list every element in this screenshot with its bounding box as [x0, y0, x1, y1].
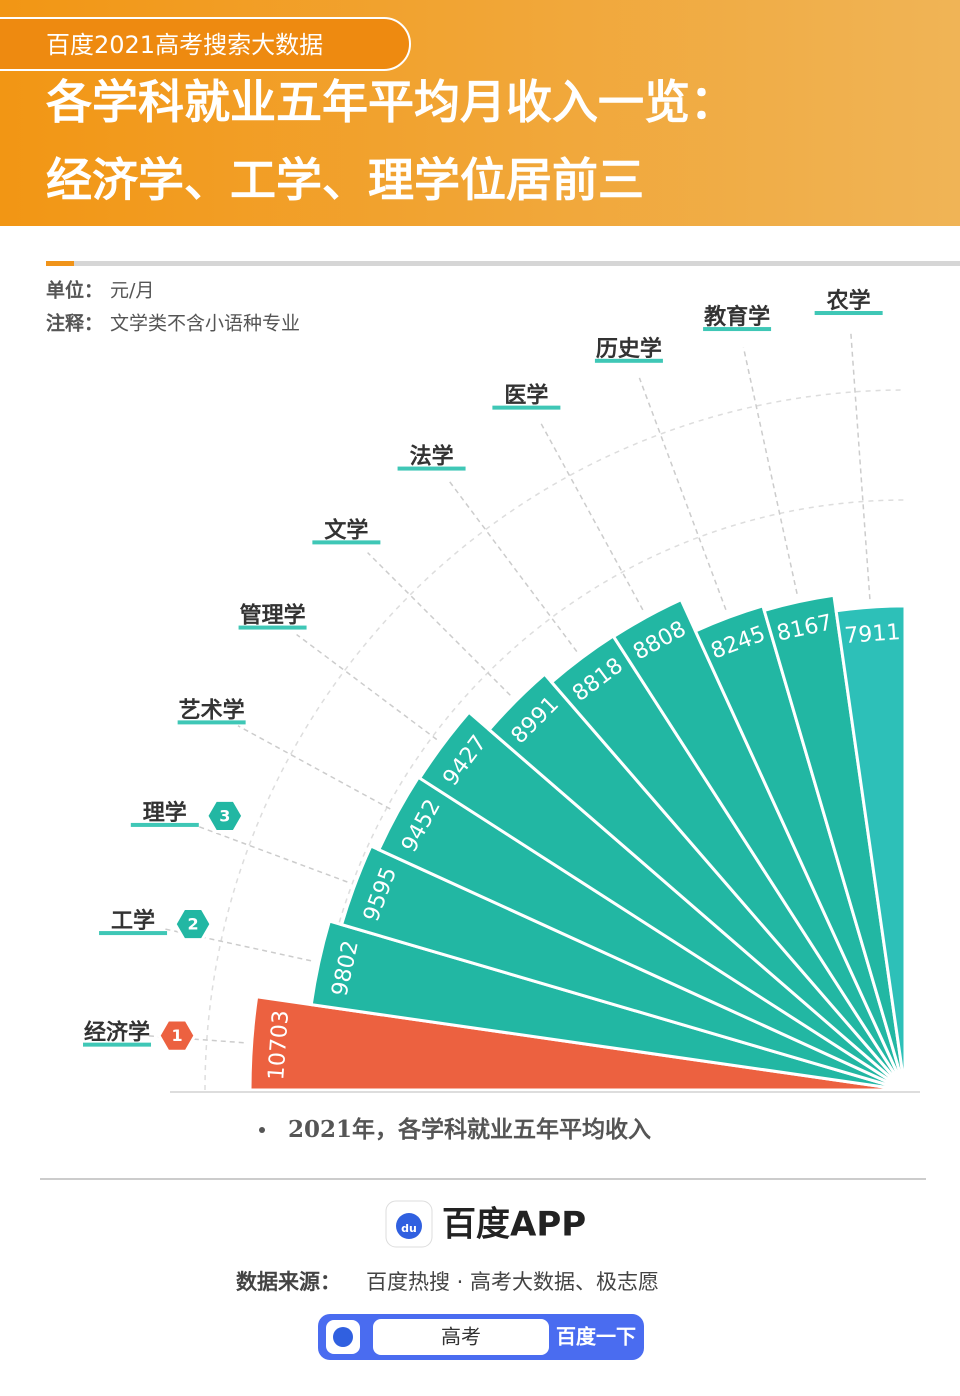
leader-line	[638, 377, 727, 611]
unit-label: 单位：	[46, 279, 103, 302]
search-query[interactable]: 高考	[441, 1325, 481, 1349]
category-label: 理学	[143, 800, 187, 826]
rank-number: 1	[171, 1026, 182, 1045]
search-input[interactable]	[373, 1319, 549, 1355]
label-underline	[814, 311, 883, 316]
category-label: 医学	[504, 383, 548, 409]
category-label: 法学	[410, 444, 454, 470]
label-underline	[238, 625, 307, 630]
legend-text: 2021年，各学科就业五年平均收入	[288, 1116, 651, 1143]
label-underline	[703, 327, 772, 332]
label-underline	[130, 822, 199, 827]
brand: 百度APP	[442, 1205, 586, 1245]
leader-line	[742, 347, 798, 594]
rank-number: 3	[219, 806, 230, 825]
wedge	[834, 604, 907, 1091]
category-label: 农学	[826, 288, 871, 314]
category-label: 经济学	[84, 1020, 150, 1046]
header-title: 各学科就业五年平均月收入一览：	[46, 75, 736, 129]
tag-pill	[0, 17, 411, 71]
label-underline	[99, 931, 168, 936]
legend-bullet	[259, 1127, 265, 1133]
leader-line	[540, 422, 644, 611]
logo-text: du	[401, 1222, 417, 1235]
label-underline	[177, 720, 246, 725]
leader-line	[448, 481, 578, 653]
guide-arc	[204, 389, 906, 1091]
value-label: 7911	[844, 620, 902, 649]
label-underline	[492, 405, 561, 410]
wedge	[417, 710, 906, 1092]
category-label: 管理学	[240, 603, 306, 629]
wedge	[487, 672, 907, 1092]
wedge	[693, 604, 907, 1091]
header-tag: 百度2021高考搜索大数据	[46, 31, 323, 59]
leader-line	[146, 1035, 244, 1044]
rank-badge	[157, 1018, 197, 1053]
label-underline	[83, 1042, 152, 1047]
leader-line	[237, 725, 391, 810]
leader-line	[367, 552, 511, 696]
divider	[46, 261, 960, 266]
rank-number: 2	[187, 915, 198, 934]
category-label: 教育学	[704, 304, 770, 330]
wedge	[376, 775, 906, 1092]
source-label: 数据来源：	[236, 1270, 341, 1294]
wedge	[611, 597, 907, 1091]
rank-badge	[205, 798, 245, 834]
leader-line	[192, 823, 348, 883]
divider-accent	[46, 261, 74, 266]
leader-line	[296, 633, 438, 741]
logo-paw	[396, 1213, 422, 1239]
category-label: 工学	[111, 908, 155, 934]
category-label: 历史学	[596, 336, 662, 362]
wedge	[339, 844, 906, 1092]
label-underline	[594, 358, 663, 363]
label-underline	[312, 540, 381, 545]
header-title: 经济学、工学、理学位居前三	[46, 153, 644, 207]
value-label: 10703	[264, 1009, 294, 1081]
search-paw	[333, 1327, 353, 1347]
note: 文学类不含小语种专业	[110, 313, 300, 335]
rank-badge	[173, 906, 213, 942]
label-underline	[397, 466, 466, 471]
note-label: 注释：	[46, 312, 103, 335]
leader-line	[850, 331, 871, 600]
source: 百度热搜 · 高考大数据、极志愿	[366, 1270, 659, 1294]
category-label: 艺术学	[179, 697, 245, 723]
category-label: 文学	[324, 517, 368, 543]
wedge	[762, 593, 907, 1091]
search-button[interactable]: 百度一下	[556, 1325, 636, 1349]
unit: 元/月	[110, 280, 154, 302]
